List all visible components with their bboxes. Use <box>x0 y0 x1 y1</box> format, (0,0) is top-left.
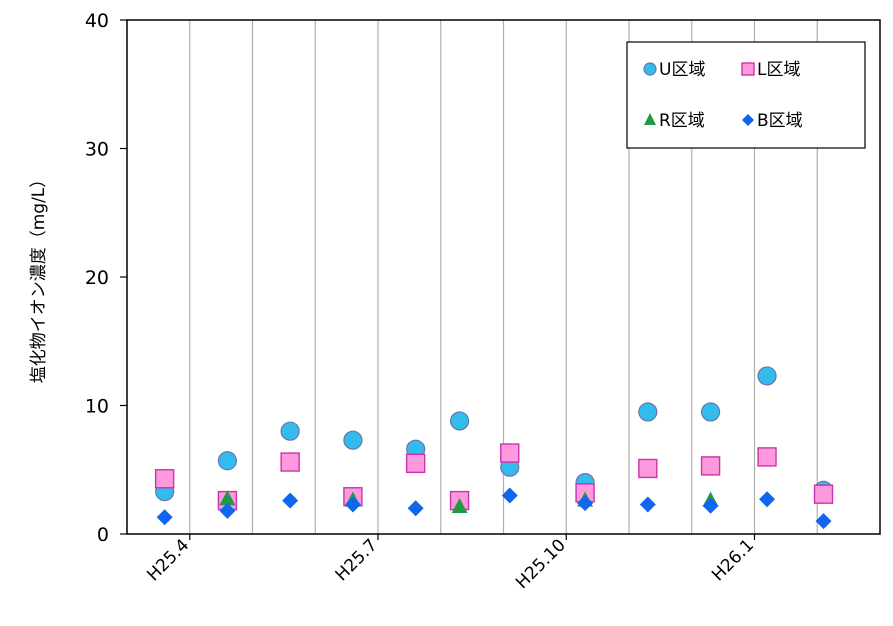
data-point <box>639 496 656 513</box>
legend-label: B区域 <box>757 111 803 131</box>
data-point <box>407 500 424 517</box>
y-tick-label: 20 <box>85 267 109 289</box>
legend-symbol <box>742 114 754 126</box>
series-circle <box>155 366 834 502</box>
data-point <box>700 402 721 422</box>
data-point <box>577 495 594 512</box>
data-point <box>815 513 832 530</box>
legend-label: R区域 <box>659 111 705 131</box>
data-point <box>219 490 236 506</box>
data-point <box>700 456 721 476</box>
data-point <box>759 491 776 508</box>
y-tick-label: 40 <box>85 10 109 32</box>
x-tick-label: H25.4 <box>143 535 193 585</box>
data-point <box>217 451 237 471</box>
data-point <box>702 497 719 514</box>
y-tick-label: 0 <box>97 524 109 546</box>
data-point <box>757 447 777 467</box>
x-tick-label: H26.1 <box>708 535 758 585</box>
x-axis-ticks: H25.4 H25.7 H25.10 H26.1 <box>143 534 758 593</box>
y-axis-label: 塩化物イオン濃度（mg/L） <box>29 171 49 384</box>
legend-symbol <box>644 113 656 125</box>
data-point <box>282 492 299 509</box>
data-point <box>344 496 361 513</box>
series-square <box>154 443 834 511</box>
data-point <box>757 366 777 386</box>
data-point <box>500 443 520 463</box>
legend-box <box>626 41 866 149</box>
legend: U区域 L区域 R区域 B区域 <box>626 41 866 149</box>
y-axis-ticks: 0 10 20 30 40 <box>85 10 127 546</box>
data-point <box>280 421 300 441</box>
x-tick-label: H25.10 <box>512 535 570 593</box>
data-point <box>449 411 470 431</box>
data-point <box>405 453 426 474</box>
data-point <box>451 498 468 514</box>
data-point <box>219 502 236 519</box>
data-point <box>280 452 300 472</box>
legend-label: U区域 <box>659 60 705 80</box>
legend-symbol <box>741 62 755 76</box>
y-tick-label: 30 <box>85 139 109 161</box>
data-point <box>638 458 658 479</box>
data-point <box>343 430 363 450</box>
legend-symbol <box>643 62 657 76</box>
data-point <box>154 469 175 489</box>
y-tick-label: 10 <box>85 396 109 418</box>
series-diamond <box>156 487 832 530</box>
data-point <box>638 402 658 422</box>
data-marks <box>154 366 834 530</box>
data-point <box>813 484 834 504</box>
data-point <box>501 487 518 504</box>
legend-label: L区域 <box>757 60 800 80</box>
data-point <box>156 509 173 526</box>
x-tick-label: H25.7 <box>332 535 382 585</box>
